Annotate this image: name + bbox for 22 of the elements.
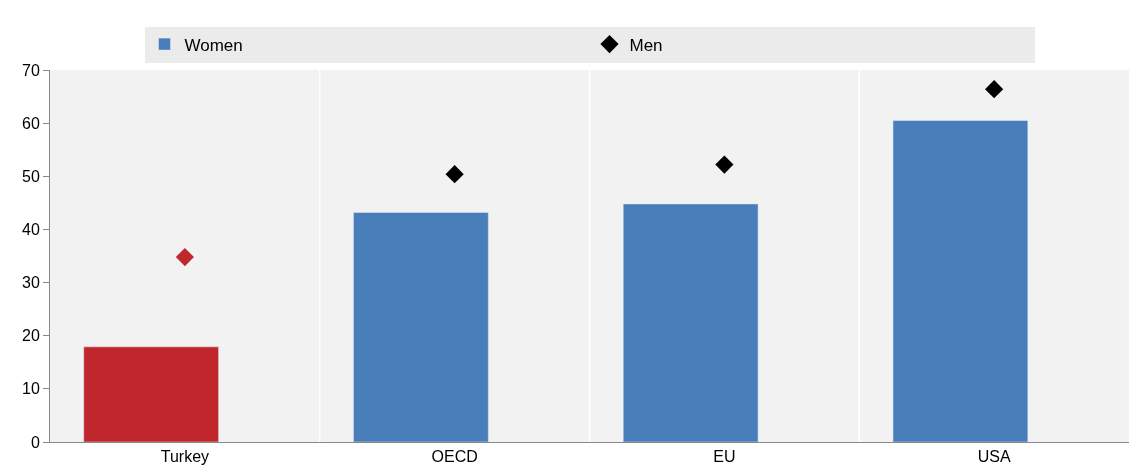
x-tick-label: USA [977,448,1011,466]
x-tick-label: EU [713,448,736,466]
point [985,80,1004,99]
bar [83,346,219,442]
x-tick-label: OECD [431,448,478,466]
y-tick-label: 40 [22,221,40,239]
legend-label: Men [629,35,663,55]
y-tick-label: 10 [22,380,40,398]
y-tick-label: 70 [22,61,40,79]
point [715,155,734,174]
y-tick-label: 0 [30,433,40,451]
x-tick-label: Turkey [160,448,210,466]
point [445,165,464,184]
bar [353,212,489,442]
y-tick-label: 50 [22,167,40,185]
bar [892,120,1029,442]
y-tick-label: 20 [22,327,40,345]
y-tick-label: 60 [22,114,40,132]
y-tick-label: 30 [22,274,40,292]
point [175,247,194,267]
legend-label: Women [184,35,243,55]
bar [622,203,759,442]
